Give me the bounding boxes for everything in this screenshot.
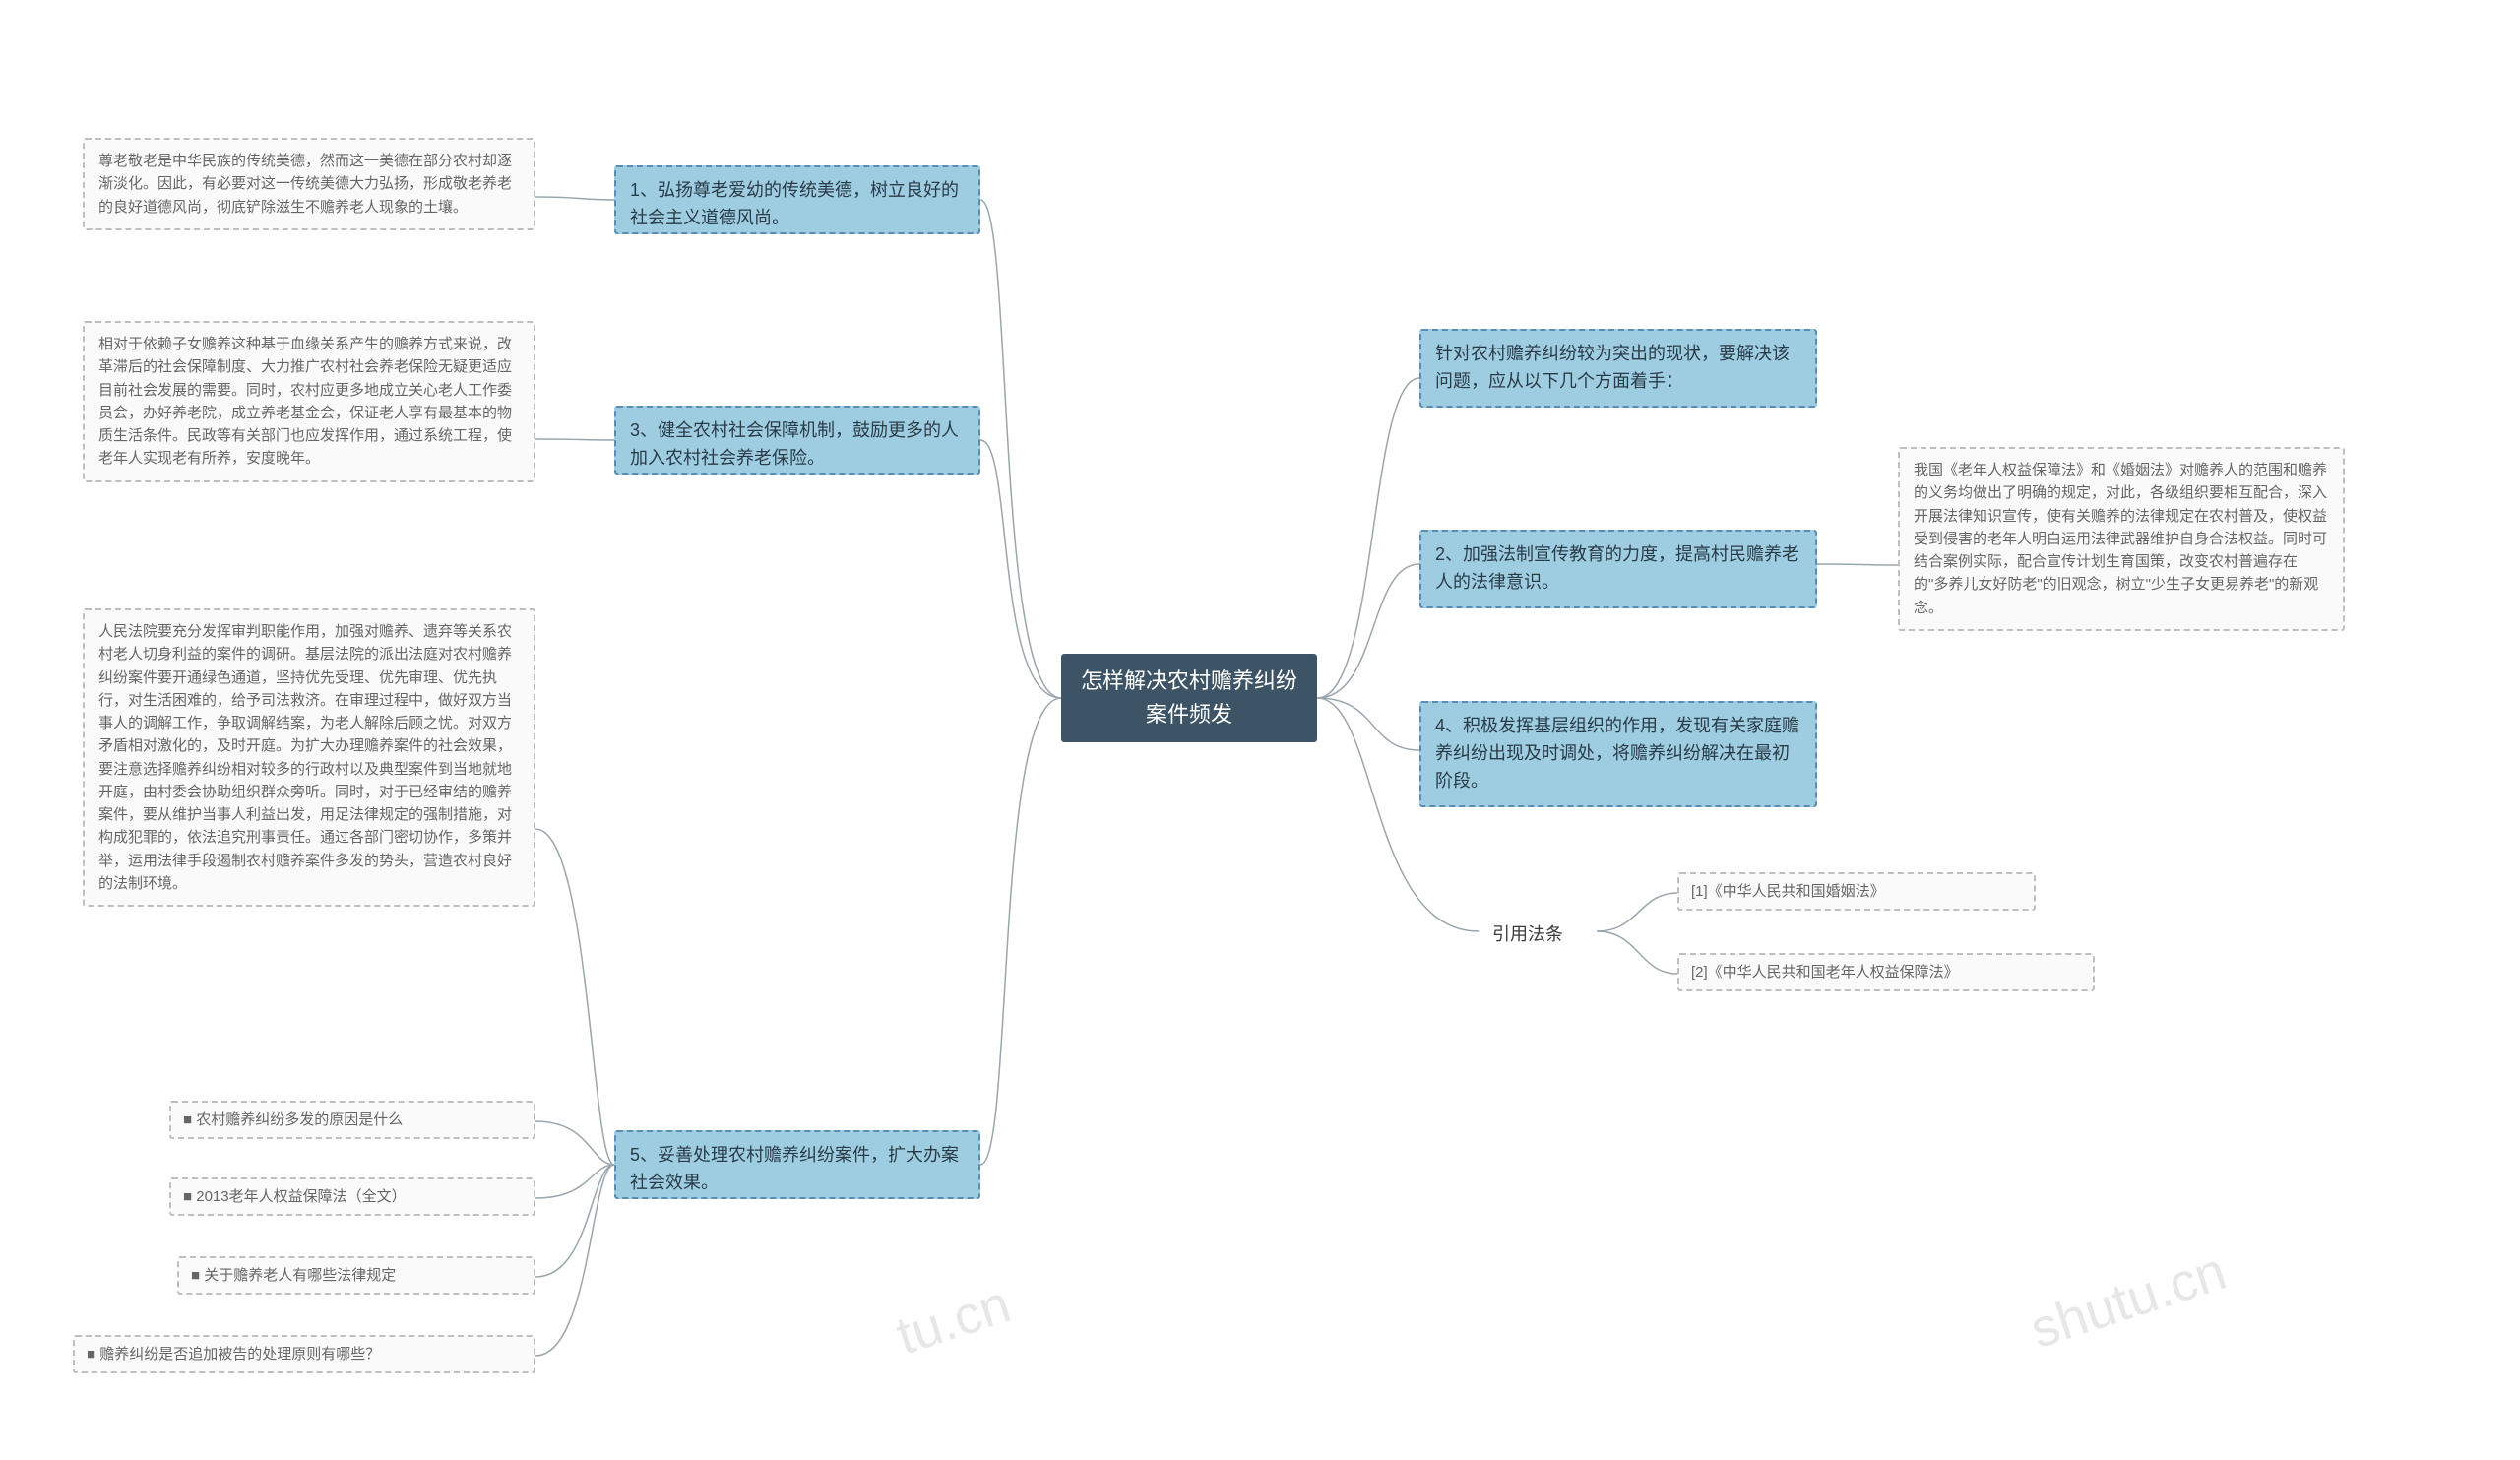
branch-right-4: 4、积极发挥基层组织的作用，发现有关家庭赡养纠纷出现及时调处，将赡养纠纷解决在最… [1419, 701, 1817, 807]
branch-right-2: 2、加强法制宣传教育的力度，提高村民赡养老人的法律意识。 [1419, 530, 1817, 608]
related-link-4: ■ 赡养纠纷是否追加被告的处理原则有哪些？ [73, 1335, 536, 1373]
branch-right-law: 引用法条 [1479, 912, 1597, 959]
branch-left-5: 5、妥善处理农村赡养纠纷案件，扩大办案社会效果。 [614, 1130, 980, 1199]
related-link-2: ■ 2013老年人权益保障法（全文） [169, 1177, 536, 1216]
law-item-2: [2]《中华人民共和国老年人权益保障法》 [1677, 953, 2095, 991]
related-link-1: ■ 农村赡养纠纷多发的原因是什么 [169, 1101, 536, 1139]
law-item-1: [1]《中华人民共和国婚姻法》 [1677, 872, 2036, 911]
branch-left-1: 1、弘扬尊老爱幼的传统美德，树立良好的社会主义道德风尚。 [614, 165, 980, 234]
mindmap-center: 怎样解决农村赡养纠纷案件频发 [1061, 654, 1317, 742]
branch-left-3: 3、健全农村社会保障机制，鼓励更多的人加入农村社会养老保险。 [614, 406, 980, 475]
branch-right-intro: 针对农村赡养纠纷较为突出的现状，要解决该问题，应从以下几个方面着手： [1419, 329, 1817, 408]
watermark-text: shutu.cn [2023, 1240, 2233, 1361]
leaf-right-2: 我国《老年人权益保障法》和《婚姻法》对赡养人的范围和赡养的义务均做出了明确的规定… [1898, 447, 2345, 631]
leaf-left-5: 人民法院要充分发挥审判职能作用，加强对赡养、遗弃等关系农村老人切身利益的案件的调… [83, 608, 536, 907]
related-link-3: ■ 关于赡养老人有哪些法律规定 [177, 1256, 536, 1295]
leaf-left-3: 相对于依赖子女赡养这种基于血缘关系产生的赡养方式来说，改革滞后的社会保障制度、大… [83, 321, 536, 482]
leaf-left-1: 尊老敬老是中华民族的传统美德，然而这一美德在部分农村却逐渐淡化。因此，有必要对这… [83, 138, 536, 230]
watermark-text: tu.cn [889, 1273, 1018, 1366]
